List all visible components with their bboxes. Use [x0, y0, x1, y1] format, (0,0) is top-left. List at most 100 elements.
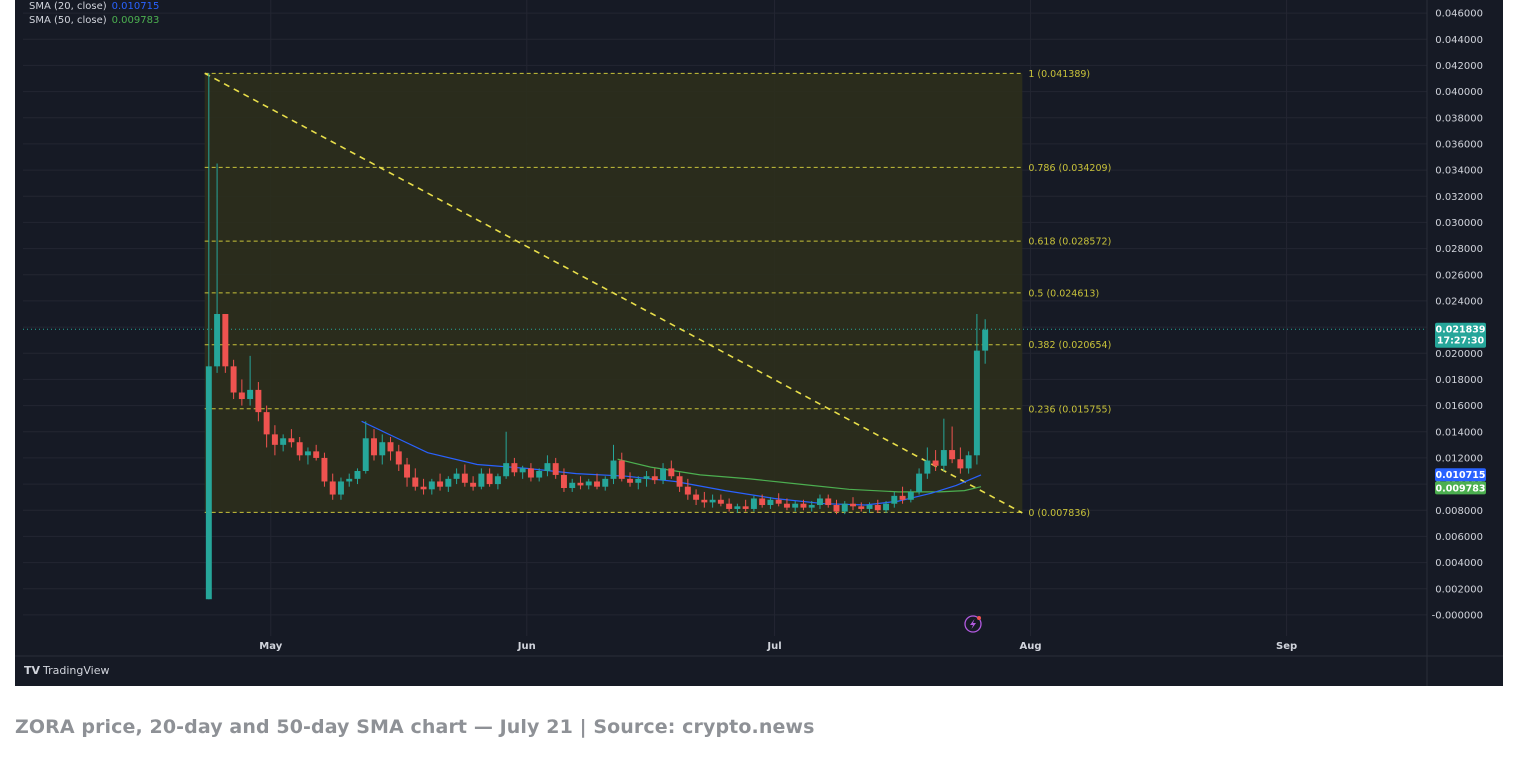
- y-tick-label: 0.026000: [1435, 270, 1483, 281]
- candle: [569, 478, 576, 492]
- current-price-badge-text: 0.021839: [1436, 325, 1486, 336]
- candle: [420, 478, 427, 495]
- candle: [461, 464, 468, 487]
- candle: [693, 489, 700, 506]
- candle: [337, 477, 344, 500]
- tradingview-logo-icon: 𝗧𝗩: [24, 664, 41, 677]
- candle: [552, 457, 559, 479]
- y-tick-label: 0.018000: [1435, 375, 1483, 386]
- candle: [238, 379, 245, 406]
- candle: [883, 501, 890, 513]
- candle: [247, 355, 254, 406]
- trendline: [204, 72, 1023, 514]
- candle: [643, 471, 650, 487]
- candle: [660, 463, 667, 485]
- candle: [610, 444, 617, 485]
- x-tick-label: Aug: [1020, 641, 1042, 652]
- candle-body: [371, 438, 377, 456]
- candle-body: [668, 468, 675, 477]
- sma-layer: [361, 420, 982, 506]
- candle-body: [833, 505, 840, 512]
- y-tick-label: -0.000000: [1432, 610, 1483, 621]
- candle: [676, 472, 683, 492]
- candle-body: [437, 481, 444, 487]
- candle: [222, 314, 229, 373]
- candle-body: [825, 498, 832, 506]
- candle: [560, 468, 567, 492]
- candle: [668, 460, 675, 479]
- price-chart[interactable]: 1 (0.041389) 0.786 (0.034209) 0.618 (0.028…: [15, 0, 1503, 686]
- candle: [726, 498, 733, 512]
- y-tick-label: 0.030000: [1435, 218, 1483, 229]
- fib-level-label: 0.786 (0.034209): [1028, 163, 1111, 174]
- legend-sma20-label: SMA (20, close): [29, 1, 107, 12]
- candle: [387, 436, 394, 461]
- candle-body: [627, 478, 633, 483]
- candle: [800, 499, 807, 511]
- y-tick-label: 0.040000: [1435, 87, 1483, 98]
- candle: [783, 498, 790, 511]
- candle: [709, 494, 716, 508]
- sma20-line: [361, 420, 982, 506]
- candle: [329, 473, 336, 500]
- candle-body: [560, 474, 567, 489]
- candle-body: [841, 503, 848, 512]
- y-tick-label: 0.020000: [1435, 349, 1483, 360]
- fib-level-label: 0.5 (0.024613): [1028, 288, 1099, 299]
- candle: [428, 478, 435, 495]
- candle-body: [445, 478, 452, 487]
- candle-body: [874, 505, 881, 511]
- candle: [288, 429, 295, 448]
- legend-sma20[interactable]: SMA (20, close) 0.010715: [29, 1, 159, 12]
- candle-body: [932, 460, 939, 466]
- candle-body: [800, 503, 807, 508]
- candle-body: [783, 503, 790, 508]
- candle-body: [337, 481, 344, 495]
- candle: [684, 478, 691, 500]
- candle: [627, 472, 633, 487]
- candle: [940, 418, 947, 471]
- candle-body: [585, 481, 592, 486]
- candle-body: [684, 486, 691, 495]
- candle-body: [602, 478, 609, 487]
- candle-body: [850, 503, 856, 507]
- candle: [404, 457, 411, 487]
- x-tick-label: Jul: [766, 641, 781, 652]
- candle-body: [767, 499, 774, 506]
- candle: [759, 494, 766, 508]
- candle-body: [973, 350, 980, 456]
- candle: [271, 425, 278, 456]
- candle-body: [387, 442, 394, 452]
- candle: [750, 495, 757, 512]
- candle-body: [717, 499, 724, 504]
- candle-body: [238, 392, 245, 400]
- candle: [362, 421, 369, 474]
- y-tick-label: 0.016000: [1435, 401, 1483, 412]
- candle-body: [577, 482, 584, 486]
- candle-body: [709, 499, 716, 503]
- y-tick-label: 0.032000: [1435, 192, 1483, 203]
- candle-body: [635, 478, 642, 483]
- candle: [858, 502, 865, 512]
- candle: [850, 497, 856, 511]
- candle-body: [701, 499, 708, 503]
- candle: [874, 499, 881, 513]
- candle-body: [247, 389, 254, 400]
- candle-body: [544, 463, 551, 471]
- legend-sma50[interactable]: SMA (50, close) 0.009783: [29, 15, 159, 26]
- candle-body: [313, 451, 320, 458]
- candle-body: [957, 459, 964, 469]
- tradingview-logo[interactable]: 𝗧𝗩 TradingView: [24, 664, 110, 677]
- candle-body: [891, 495, 898, 504]
- candle: [478, 468, 485, 490]
- candle-body: [618, 460, 625, 479]
- candle: [973, 314, 980, 465]
- candle-body: [346, 478, 353, 482]
- lightning-icon[interactable]: [964, 615, 982, 633]
- y-tick-label: 0.006000: [1435, 532, 1483, 543]
- candle: [544, 455, 551, 477]
- sma50-badge: 0.009783: [1435, 481, 1486, 495]
- candle: [808, 501, 815, 512]
- candle-body: [949, 450, 956, 460]
